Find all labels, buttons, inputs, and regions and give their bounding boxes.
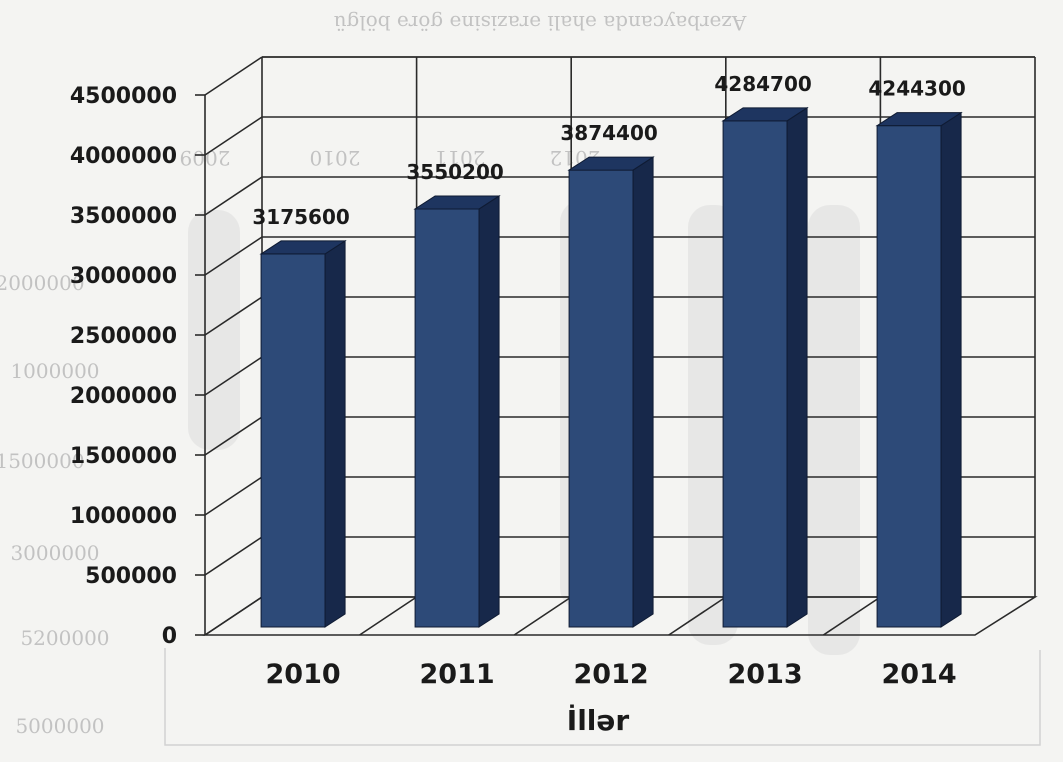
- bleed-through-year: 2010: [310, 146, 361, 170]
- floor-divider: [513, 596, 572, 636]
- bar-side-face: [786, 106, 808, 628]
- y-tick-label: 1500000: [70, 444, 177, 469]
- bleed-through-cylinder: [188, 210, 240, 450]
- bar-front-face: [722, 120, 788, 628]
- data-label: 4284700: [714, 72, 811, 96]
- x-tick-label: 2013: [728, 659, 803, 690]
- bar-front-face: [568, 169, 634, 628]
- x-tick-label: 2010: [266, 659, 341, 690]
- bleed-through-header: Azərbaycanda əhali ərazisinə görə bölgü: [333, 11, 747, 35]
- floor-plane: [202, 596, 1038, 636]
- bar-front-face: [260, 253, 326, 628]
- y-tick-label: 500000: [85, 564, 177, 589]
- bleed-through-year: 2011: [435, 146, 486, 170]
- y-tick-label: 3500000: [70, 204, 177, 229]
- bleed-through-value: 2000000: [0, 271, 85, 295]
- y-tick-label: 3000000: [70, 264, 177, 289]
- x-tick-label: 2011: [420, 659, 495, 690]
- bar: [875, 111, 963, 628]
- y-tick-label: 1000000: [70, 504, 177, 529]
- bar-side-face: [324, 240, 346, 628]
- gridline: [195, 56, 1035, 96]
- bar: [567, 156, 655, 628]
- bar-side-face: [632, 156, 654, 628]
- bar: [259, 240, 347, 628]
- x-axis-title: İllər: [567, 703, 630, 737]
- y-tick-label: 4500000: [70, 84, 177, 109]
- bleed-through-cylinder: [808, 205, 860, 655]
- x-tick-label: 2014: [882, 659, 957, 690]
- data-label: 4244300: [868, 77, 965, 101]
- bar-front-face: [876, 125, 942, 628]
- y-tick-label: 2500000: [70, 324, 177, 349]
- bar-top-face: [875, 112, 963, 127]
- bars: [259, 106, 963, 628]
- bar-top-face: [721, 107, 809, 122]
- x-tick-label: 2012: [574, 659, 649, 690]
- bleed-through-value: 5000000: [15, 714, 104, 738]
- bleed-through-value: 1000000: [10, 359, 99, 383]
- labels: 0 500000 1000000 1500000 2000000 2500000 30000…: [70, 72, 966, 737]
- bar-top-face: [259, 240, 347, 255]
- bar-side-face: [478, 195, 500, 628]
- bleed-through-value: 5200000: [20, 626, 109, 650]
- bar-top-face: [567, 156, 655, 171]
- data-label: 3874400: [560, 121, 657, 145]
- y-tick-label: 4000000: [70, 144, 177, 169]
- y-tick-label: 2000000: [70, 384, 177, 409]
- bleed-through-value: 1500000: [0, 449, 85, 473]
- bleed-through-frame: [164, 648, 1041, 746]
- data-label: 3175600: [252, 205, 349, 229]
- floor-divider: [822, 596, 881, 636]
- floor-divider: [359, 596, 418, 636]
- bar: [721, 106, 809, 628]
- bar: [413, 195, 501, 628]
- floor-divider: [668, 596, 727, 636]
- bar-front-face: [414, 208, 480, 628]
- bar-side-face: [940, 111, 962, 628]
- bleed-through-value: 3000000: [10, 541, 99, 565]
- data-label: 3550200: [406, 160, 503, 184]
- bar-top-face: [413, 195, 501, 210]
- y-tick-label: 0: [162, 624, 177, 649]
